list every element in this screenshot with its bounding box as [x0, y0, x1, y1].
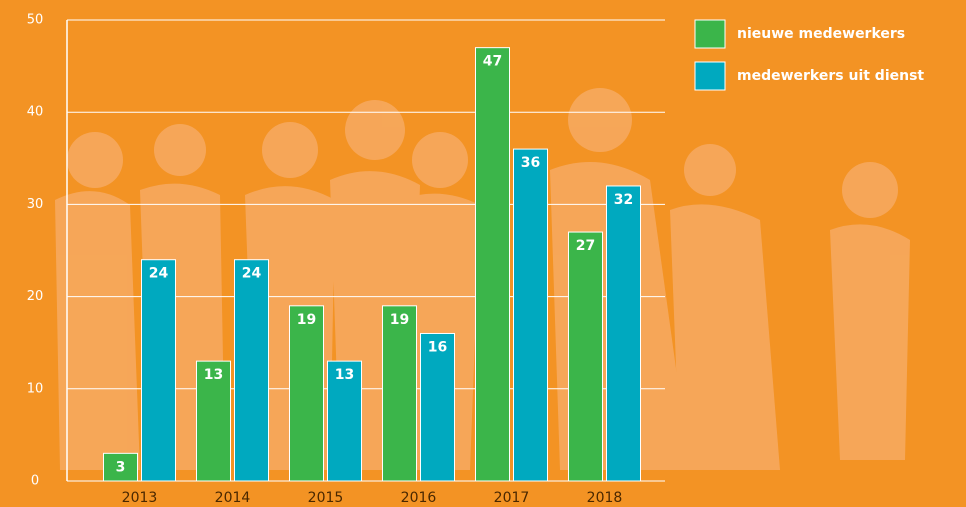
value-label: 3 — [116, 459, 126, 475]
bar — [607, 186, 641, 481]
x-tick-label: 2014 — [215, 490, 251, 506]
value-label: 16 — [428, 339, 447, 355]
legend-swatch — [695, 20, 725, 48]
y-tick-label: 50 — [27, 13, 44, 28]
y-tick-label: 30 — [27, 197, 44, 212]
bar — [142, 260, 176, 481]
value-label: 32 — [614, 192, 633, 208]
bar — [421, 333, 455, 481]
bar — [476, 48, 510, 481]
value-label: 24 — [149, 266, 169, 282]
value-label: 47 — [483, 54, 502, 70]
y-tick-label: 20 — [27, 289, 44, 304]
bar — [383, 306, 417, 481]
x-tick-label: 2013 — [122, 490, 158, 506]
value-label: 27 — [576, 238, 595, 254]
value-label: 13 — [335, 367, 354, 383]
x-tick-label: 2017 — [494, 490, 530, 506]
bar — [290, 306, 324, 481]
x-tick-label: 2015 — [308, 490, 344, 506]
chart: 0 10 20 30 40 50 2013 3 24 2014 13 24 2015 19 13 2016 19… — [0, 0, 966, 507]
bar — [514, 149, 548, 481]
value-label: 19 — [297, 312, 316, 328]
y-tick-label: 40 — [27, 105, 44, 120]
bar — [235, 260, 269, 481]
value-label: 24 — [242, 266, 262, 282]
value-label: 19 — [390, 312, 409, 328]
value-label: 13 — [204, 367, 223, 383]
x-tick-label: 2018 — [587, 490, 623, 506]
x-tick-label: 2016 — [401, 490, 437, 506]
value-label: 36 — [521, 155, 540, 171]
legend-swatch — [695, 62, 725, 90]
bar — [569, 232, 603, 481]
y-tick-label: 0 — [31, 474, 39, 489]
y-tick-label: 10 — [27, 381, 44, 396]
legend-label: medewerkers uit dienst — [737, 68, 924, 84]
legend-label: nieuwe medewerkers — [737, 26, 905, 42]
